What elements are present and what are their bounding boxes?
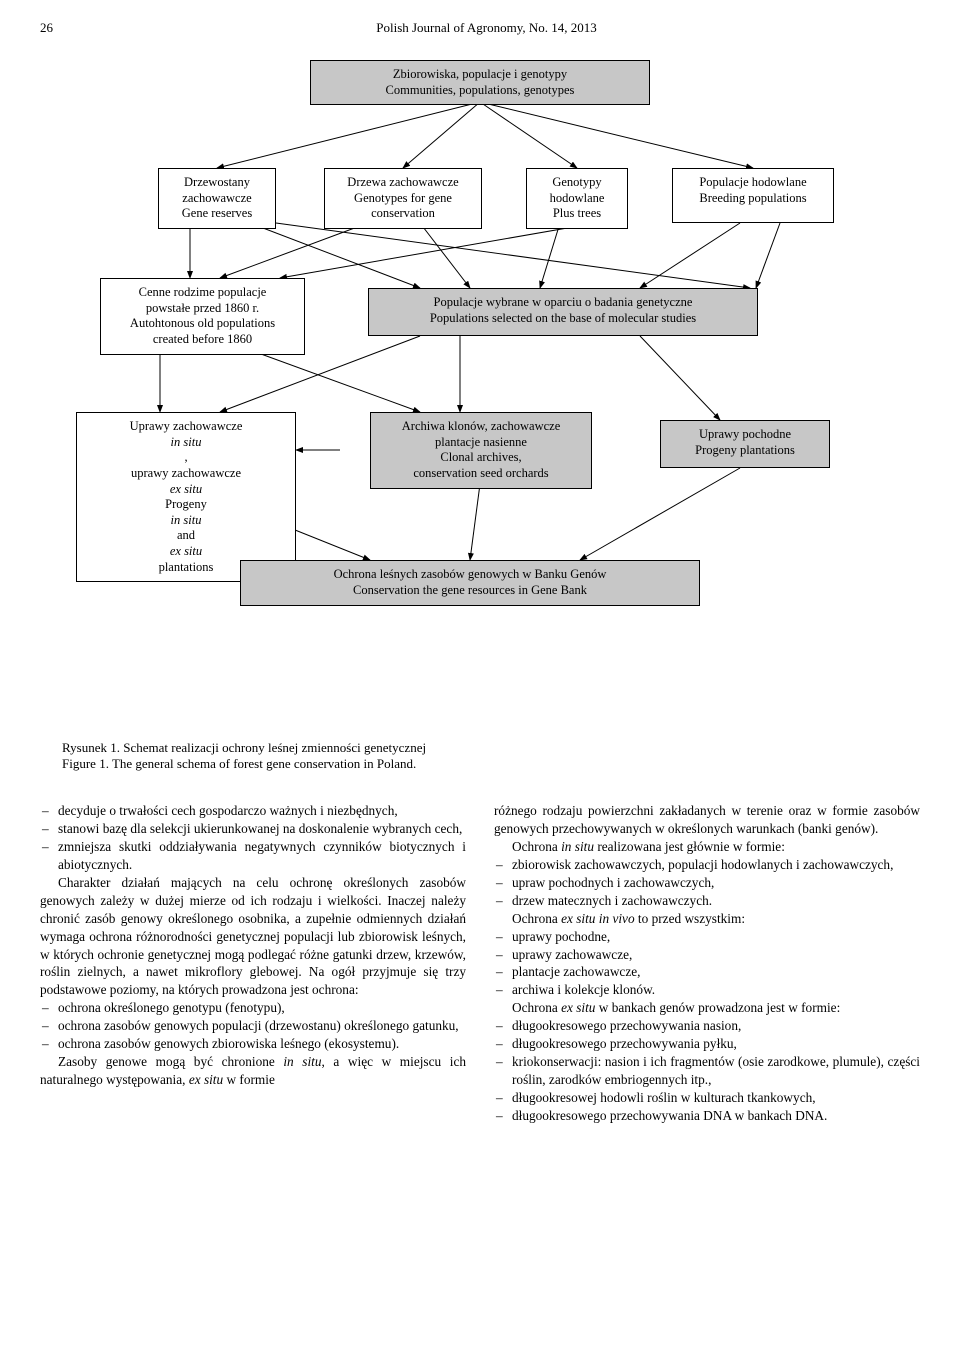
- right-column: różnego rodzaju powierzchni zakładanych …: [494, 802, 920, 1125]
- node-clonal-archives: Archiwa klonów, zachowawcze plantacje na…: [370, 412, 592, 489]
- label-l1: Uprawy zachowawcze in situ,: [85, 419, 287, 466]
- label-en: Gene reserves: [167, 206, 267, 222]
- node-autochthonous: Cenne rodzime populacje powstałe przed 1…: [100, 278, 305, 355]
- caption-pl: Rysunek 1. Schemat realizacji ochrony le…: [62, 740, 920, 756]
- page-header: 26 Polish Journal of Agronomy, No. 14, 2…: [40, 20, 920, 36]
- right-p1: różnego rodzaju powierzchni zakładanych …: [494, 802, 920, 838]
- list-item: stanowi bazę dla selekcji ukierunkowanej…: [40, 820, 466, 838]
- left-p1: Charakter działań mających na celu ochro…: [40, 874, 466, 1000]
- label-pl: Populacje wybrane w oparciu o badania ge…: [377, 295, 749, 311]
- right-bullets-a: zbiorowisk zachowawczych, populacji hodo…: [494, 856, 920, 910]
- label-pl: Ochrona leśnych zasobów genowych w Banku…: [249, 567, 691, 583]
- right-bullets-c: długookresowego przechowywania nasion,dł…: [494, 1017, 920, 1125]
- list-item: plantacje zachowawcze,: [494, 963, 920, 981]
- label-pl2: plantacje nasienne: [379, 435, 583, 451]
- label-en: Genotypes for gene conservation: [333, 191, 473, 222]
- label-en: Clonal archives,: [379, 450, 583, 466]
- list-item: upraw pochodnych i zachowawczych,: [494, 874, 920, 892]
- right-p4: Ochrona ex situ w bankach genów prowadzo…: [494, 999, 920, 1017]
- body-columns: decyduje o trwałości cech gospodarczo wa…: [40, 802, 920, 1125]
- label-l2: uprawy zachowawcze ex situ: [85, 466, 287, 497]
- label-pl: Drzewostany zachowawcze: [167, 175, 267, 206]
- node-gene-reserves: Drzewostany zachowawcze Gene reserves: [158, 168, 276, 229]
- right-p2: Ochrona in situ realizowana jest głównie…: [494, 838, 920, 856]
- label-en: Conservation the gene resources in Gene …: [249, 583, 691, 599]
- node-communities: Zbiorowiska, populacje i genotypy Commun…: [310, 60, 650, 105]
- label-pl: Genotypy hodowlane: [535, 175, 619, 206]
- list-item: uprawy zachowawcze,: [494, 946, 920, 964]
- node-plus-trees: Genotypy hodowlane Plus trees: [526, 168, 628, 229]
- list-item: długookresowego przechowywania nasion,: [494, 1017, 920, 1035]
- label-pl: Drzewa zachowawcze: [333, 175, 473, 191]
- node-progeny-plantations: Uprawy pochodne Progeny plantations: [660, 420, 830, 468]
- list-item: decyduje o trwałości cech gospodarczo wa…: [40, 802, 466, 820]
- node-gene-bank: Ochrona leśnych zasobów genowych w Banku…: [240, 560, 700, 606]
- list-item: długookresowego przechowywania pyłku,: [494, 1035, 920, 1053]
- label-pl: Archiwa klonów, zachowawcze: [379, 419, 583, 435]
- node-selected-populations: Populacje wybrane w oparciu o badania ge…: [368, 288, 758, 336]
- list-item: archiwa i kolekcje klonów.: [494, 981, 920, 999]
- label-en: Communities, populations, genotypes: [319, 83, 641, 99]
- journal-title: Polish Journal of Agronomy, No. 14, 2013: [40, 20, 920, 36]
- left-bullets-b: ochrona określonego genotypu (fenotypu),…: [40, 999, 466, 1053]
- page-number: 26: [40, 20, 53, 36]
- list-item: uprawy pochodne,: [494, 928, 920, 946]
- list-item: ochrona określonego genotypu (fenotypu),: [40, 999, 466, 1017]
- label-en: Populations selected on the base of mole…: [377, 311, 749, 327]
- list-item: kriokonserwacji: nasion i ich fragmentów…: [494, 1053, 920, 1089]
- label-en: Breeding populations: [681, 191, 825, 207]
- label-en: Autohtonous old populations: [109, 316, 296, 332]
- label-en2: conservation seed orchards: [379, 466, 583, 482]
- list-item: ochrona zasobów genowych populacji (drze…: [40, 1017, 466, 1035]
- left-p2: Zasoby genowe mogą być chronione in situ…: [40, 1053, 466, 1089]
- list-item: długookresowego przechowywania DNA w ban…: [494, 1107, 920, 1125]
- node-genotypes-conservation: Drzewa zachowawcze Genotypes for gene co…: [324, 168, 482, 229]
- node-progeny-plantations-situ: Uprawy zachowawcze in situ, uprawy zacho…: [76, 412, 296, 582]
- list-item: długookresowej hodowli roślin w kulturac…: [494, 1089, 920, 1107]
- list-item: drzew matecznych i zachowawczych.: [494, 892, 920, 910]
- label-pl2: powstałe przed 1860 r.: [109, 301, 296, 317]
- label-en2: created before 1860: [109, 332, 296, 348]
- label-en: Progeny plantations: [669, 443, 821, 459]
- right-bullets-b: uprawy pochodne,uprawy zachowawcze,plant…: [494, 928, 920, 1000]
- label-pl: Cenne rodzime populacje: [109, 285, 296, 301]
- list-item: zbiorowisk zachowawczych, populacji hodo…: [494, 856, 920, 874]
- label-pl: Uprawy pochodne: [669, 427, 821, 443]
- list-item: zmniejsza skutki oddziaływania negatywny…: [40, 838, 466, 874]
- label-l3: Progeny in situ and ex situ: [85, 497, 287, 560]
- left-column: decyduje o trwałości cech gospodarczo wa…: [40, 802, 466, 1125]
- caption-en: Figure 1. The general schema of forest g…: [62, 756, 920, 772]
- right-p3: Ochrona ex situ in vivo to przed wszystk…: [494, 910, 920, 928]
- label-en: Plus trees: [535, 206, 619, 222]
- node-breeding-populations: Populacje hodowlane Breeding populations: [672, 168, 834, 223]
- figure-caption: Rysunek 1. Schemat realizacji ochrony le…: [62, 740, 920, 772]
- label-pl: Zbiorowiska, populacje i genotypy: [319, 67, 641, 83]
- left-bullets-a: decyduje o trwałości cech gospodarczo wa…: [40, 802, 466, 874]
- flow-diagram: Zbiorowiska, populacje i genotypy Commun…: [40, 60, 920, 720]
- label-pl: Populacje hodowlane: [681, 175, 825, 191]
- list-item: ochrona zasobów genowych zbiorowiska leś…: [40, 1035, 466, 1053]
- connector-layer: [40, 60, 920, 720]
